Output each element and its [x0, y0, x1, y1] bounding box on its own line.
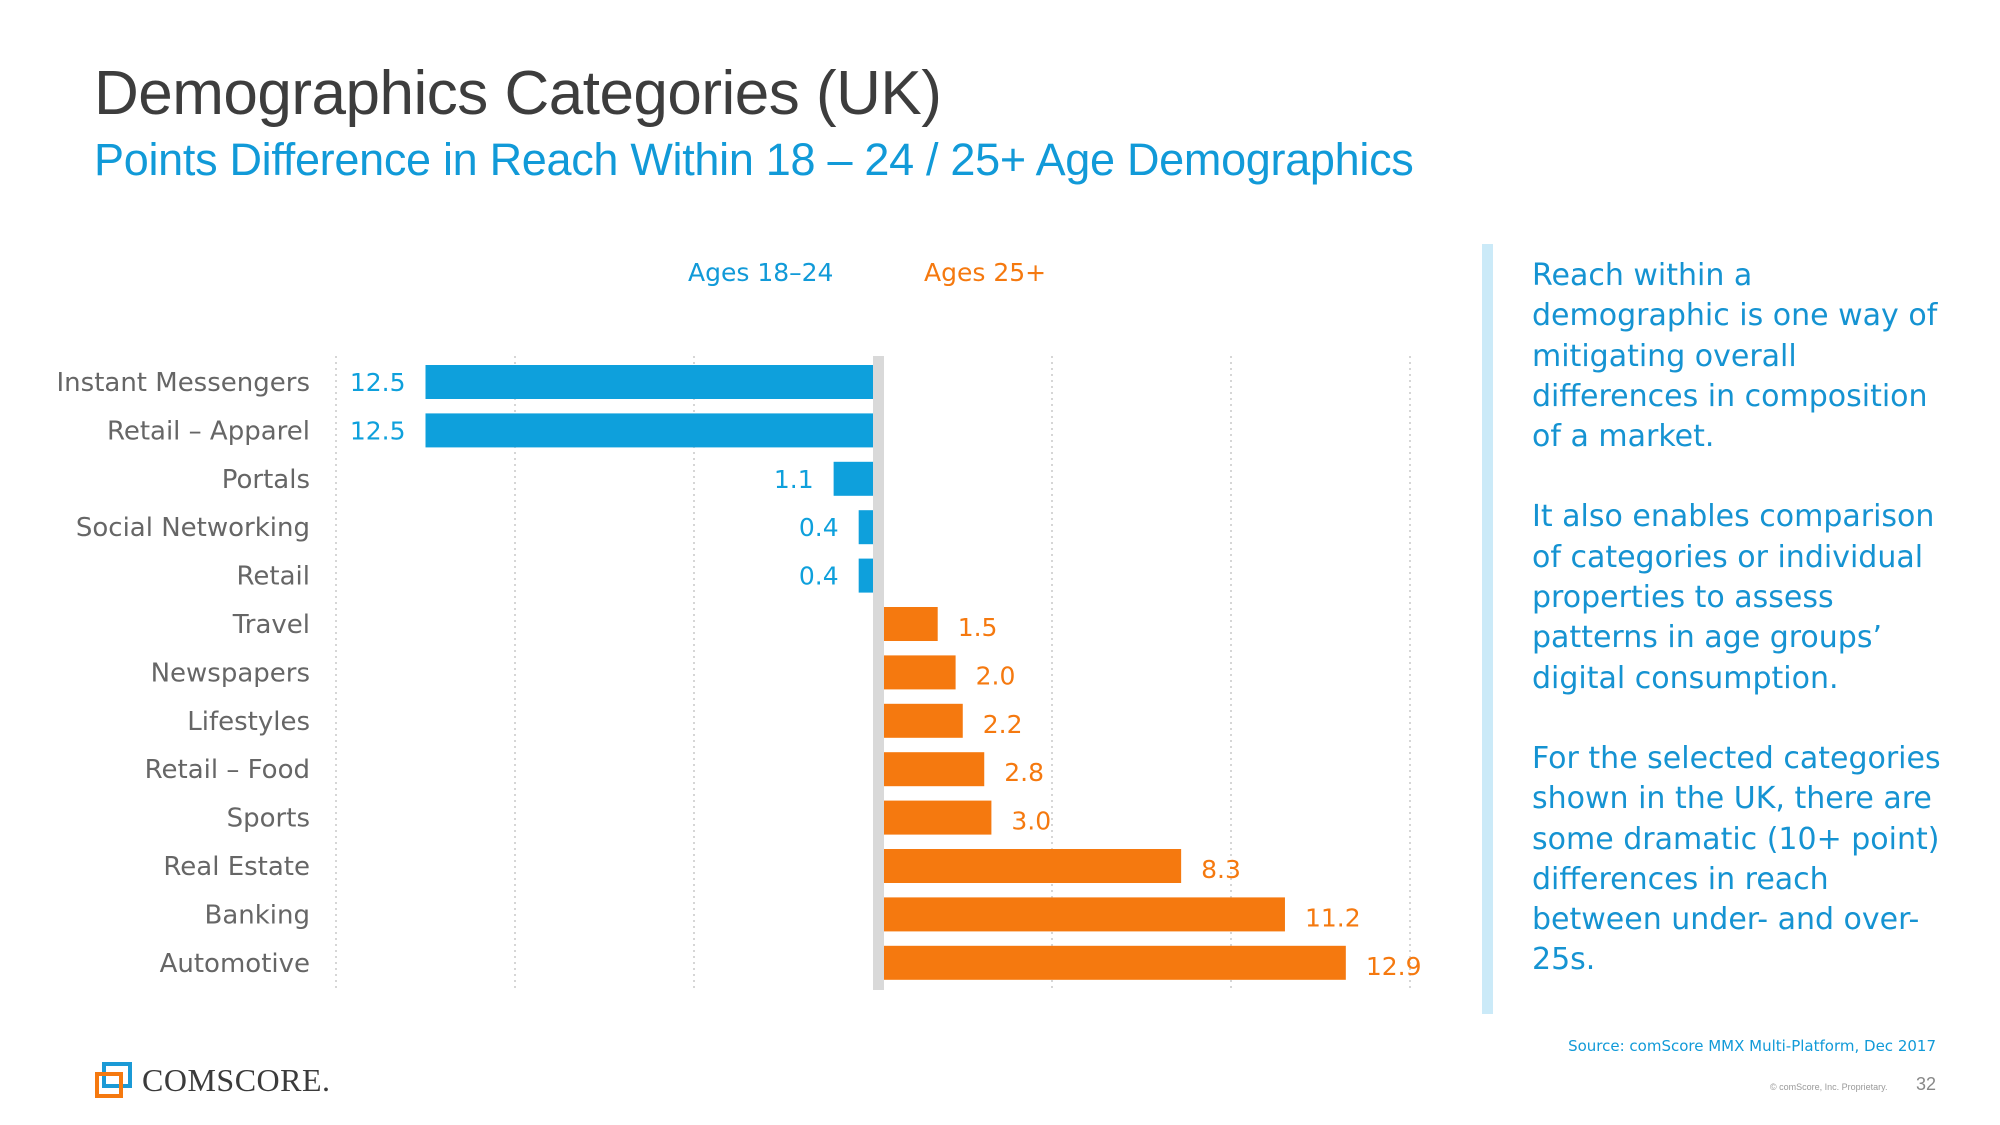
data-label: 2.2: [983, 710, 1023, 739]
data-label: 3.0: [1011, 807, 1051, 836]
page-number: 32: [1916, 1074, 1937, 1094]
category-label: Social Networking: [76, 513, 310, 543]
bar-ages-18-24: [425, 365, 873, 399]
bar-ages-25-plus: [884, 607, 938, 641]
bar-ages-18-24: [833, 461, 873, 496]
category-label: Sports: [227, 804, 310, 834]
diverging-bar-chart: Instant Messengers 12.5 Retail – Apparel 12…: [57, 356, 1422, 990]
bar-ages-25-plus: [884, 752, 985, 787]
zero-axis: [873, 356, 884, 990]
category-label: Travel: [232, 610, 310, 640]
data-label: 0.4: [799, 513, 839, 542]
data-label: 12.5: [350, 416, 406, 445]
data-label: 11.2: [1305, 903, 1361, 932]
sidebar-accent-bar: [1482, 244, 1493, 1014]
data-label: 0.4: [799, 562, 839, 591]
bar-ages-18-24: [858, 558, 873, 593]
legend-ages-25-plus: Ages 25+: [924, 258, 1047, 287]
category-label: Retail: [237, 562, 310, 592]
data-label: 12.9: [1366, 952, 1422, 981]
category-label: Banking: [204, 900, 310, 930]
data-label: 1.1: [774, 465, 814, 494]
data-label: 8.3: [1201, 855, 1241, 884]
category-label: Retail – Apparel: [107, 416, 310, 446]
sidebar-paragraph: For the selected categories shown in the…: [1532, 740, 1941, 978]
bar-ages-25-plus: [884, 655, 956, 690]
page-title: Demographics Categories (UK): [94, 59, 942, 128]
sidebar-paragraph: Reach within a demographic is one way of…: [1532, 258, 1938, 455]
data-label: 1.5: [958, 613, 998, 642]
category-label: Instant Messengers: [57, 368, 311, 398]
category-label: Portals: [222, 465, 310, 495]
page-subtitle: Points Difference in Reach Within 18 – 2…: [94, 134, 1414, 185]
copyright-note: © comScore, Inc. Proprietary.: [1770, 1082, 1888, 1092]
sidebar-commentary: Reach within a demographic is one way of…: [1532, 256, 1952, 1021]
bar-ages-18-24: [425, 413, 873, 448]
legend-ages-18-24: Ages 18–24: [688, 258, 834, 287]
comscore-logo-text: COMSCORE.: [142, 1062, 331, 1098]
comscore-logo-icon: [95, 1062, 132, 1098]
category-label: Automotive: [160, 949, 310, 979]
category-label: Lifestyles: [187, 707, 310, 737]
data-label: 2.8: [1004, 758, 1044, 787]
bar-ages-18-24: [858, 510, 873, 545]
bar-ages-25-plus: [884, 800, 992, 835]
category-label: Newspapers: [151, 658, 310, 688]
category-label: Real Estate: [163, 852, 310, 882]
bar-ages-25-plus: [884, 849, 1182, 883]
bar-ages-25-plus: [884, 945, 1346, 980]
category-label: Retail – Food: [145, 755, 310, 785]
bar-ages-25-plus: [884, 897, 1285, 932]
sidebar-paragraph: It also enables comparison of categories…: [1532, 499, 1935, 696]
bar-ages-25-plus: [884, 703, 963, 738]
data-label: 2.0: [976, 661, 1016, 690]
source-note: Source: comScore MMX Multi-Platform, Dec…: [1568, 1037, 1936, 1055]
data-label: 12.5: [350, 368, 406, 397]
